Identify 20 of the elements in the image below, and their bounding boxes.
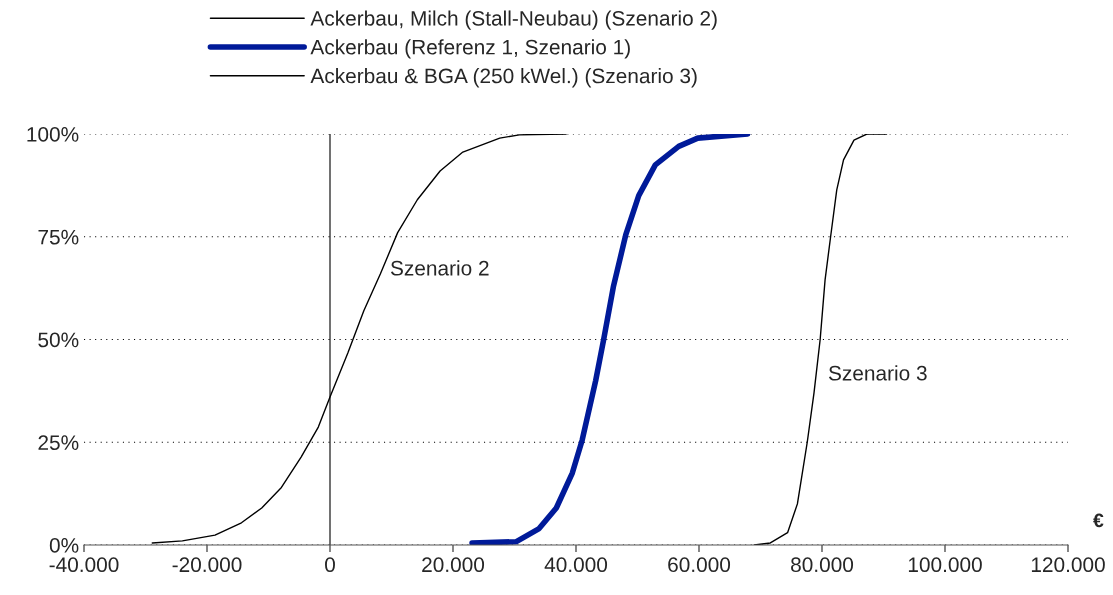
x-tick-label: 80.000 [791, 557, 854, 573]
x-axis-title: € [1093, 513, 1104, 528]
annotation: Szenario 3 [828, 365, 927, 381]
y-tick-label: 50% [38, 332, 79, 348]
annotation: Szenario 2 [390, 260, 489, 276]
y-tick-label: 25% [38, 435, 79, 450]
y-tick-label: 75% [38, 229, 79, 245]
y-tick-label: 0% [49, 538, 79, 553]
x-tick-label: 120.000 [1031, 557, 1105, 573]
x-tick-label: 0 [325, 557, 335, 573]
x-tick-label: -40.000 [49, 557, 119, 573]
y-tick-label: 100% [27, 127, 79, 142]
legend-label: Ackerbau, Milch (Stall-Neubau) (Szenario 2) [310, 10, 717, 30]
legend-label: Ackerbau (Referenz 1, Szenario 1) [310, 39, 630, 59]
x-tick-label: 40.000 [544, 557, 608, 573]
x-tick-label: 20.000 [422, 557, 485, 573]
x-tick-label: -20.000 [172, 557, 242, 573]
x-tick-label: 60.000 [668, 557, 731, 573]
legend-label: Ackerbau & BGA (250 kWel.) (Szenario 3) [310, 68, 697, 88]
x-tick-label: 100.000 [908, 557, 982, 573]
